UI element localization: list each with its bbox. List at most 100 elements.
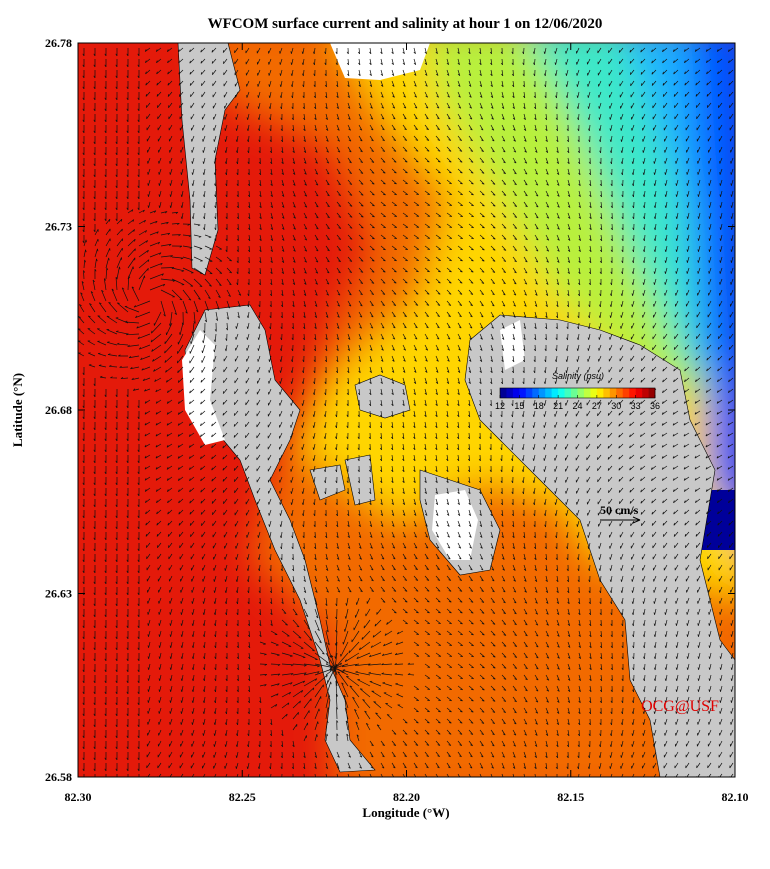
current-vector: [203, 652, 206, 660]
current-vector: [147, 630, 151, 637]
current-vector: [126, 81, 129, 90]
current-vector: [234, 47, 239, 54]
current-vector: [565, 487, 569, 494]
current-vector: [631, 157, 635, 164]
current-vector: [334, 630, 338, 646]
current-vector: [523, 696, 528, 703]
current-vector: [343, 619, 349, 632]
current-vector: [93, 653, 96, 662]
current-vector: [556, 300, 559, 308]
current-vector: [324, 520, 327, 528]
current-vector: [314, 190, 319, 197]
current-vector: [146, 762, 151, 769]
current-vector: [314, 135, 318, 142]
current-vector: [137, 202, 140, 211]
current-vector: [257, 91, 261, 98]
current-vector: [675, 718, 679, 725]
current-vector: [346, 476, 349, 484]
current-vector: [588, 300, 591, 308]
current-vector: [167, 520, 173, 526]
current-vector: [213, 135, 217, 142]
current-vector: [268, 91, 272, 98]
current-vector: [147, 696, 151, 703]
current-vector: [246, 751, 250, 759]
current-vector: [599, 740, 602, 748]
current-vector: [640, 399, 646, 405]
current-vector: [544, 553, 548, 561]
colorbar-swatch: [500, 388, 507, 398]
current-vector: [402, 531, 406, 538]
current-vector: [236, 190, 239, 198]
current-vector: [126, 631, 129, 640]
current-vector: [556, 729, 559, 737]
current-vector: [402, 311, 407, 318]
current-vector: [235, 564, 239, 571]
current-vector: [267, 443, 272, 450]
current-vector: [212, 69, 217, 75]
current-vector: [391, 135, 397, 141]
current-vector: [213, 124, 217, 131]
current-vector: [369, 399, 372, 407]
current-vector: [325, 586, 329, 593]
current-vector: [490, 245, 496, 251]
current-vector: [640, 443, 646, 449]
current-vector: [413, 355, 417, 362]
current-vector: [500, 58, 503, 66]
current-vector: [600, 674, 603, 682]
current-vector: [223, 498, 228, 505]
current-vector: [576, 58, 580, 65]
current-vector: [137, 642, 140, 651]
current-vector: [501, 751, 505, 758]
current-vector: [87, 328, 96, 335]
current-vector: [180, 168, 184, 175]
current-vector: [468, 751, 473, 758]
colorbar-tick-label: 27: [592, 401, 602, 411]
current-vector: [599, 245, 603, 253]
current-vector: [314, 256, 319, 263]
current-vector: [270, 223, 274, 230]
current-vector: [80, 292, 85, 302]
current-vector: [146, 564, 151, 571]
current-vector: [577, 751, 580, 759]
current-vector: [336, 520, 339, 528]
current-vector: [137, 125, 140, 134]
current-vector: [545, 179, 549, 186]
current-vector: [479, 762, 484, 769]
current-vector: [545, 564, 548, 572]
current-vector: [457, 586, 463, 592]
current-vector: [630, 102, 635, 109]
current-vector: [588, 586, 591, 594]
current-vector: [357, 421, 360, 429]
current-vector: [323, 432, 327, 440]
current-vector: [407, 673, 415, 676]
current-vector: [137, 81, 140, 90]
current-vector: [685, 564, 690, 571]
current-vector: [631, 278, 635, 286]
current-vector: [511, 498, 514, 506]
current-vector: [115, 389, 118, 398]
current-vector: [457, 707, 463, 713]
current-vector: [402, 498, 406, 505]
current-vector: [545, 740, 548, 748]
current-vector: [556, 685, 560, 692]
current-vector: [424, 58, 428, 65]
current-vector: [202, 157, 206, 164]
current-vector: [126, 609, 129, 618]
current-vector: [589, 201, 592, 209]
current-vector: [312, 410, 316, 418]
current-vector: [446, 586, 452, 592]
current-vector: [523, 674, 528, 681]
current-vector: [629, 421, 635, 427]
current-vector: [501, 641, 507, 647]
current-vector: [457, 124, 462, 131]
current-vector: [270, 718, 273, 726]
current-vector: [214, 674, 217, 682]
current-vector: [663, 542, 668, 549]
current-vector: [565, 509, 569, 516]
current-vector: [256, 487, 261, 494]
current-vector: [576, 344, 580, 351]
current-vector: [82, 521, 85, 530]
current-vector: [236, 267, 239, 275]
current-vector: [325, 597, 328, 607]
current-vector: [424, 69, 428, 76]
